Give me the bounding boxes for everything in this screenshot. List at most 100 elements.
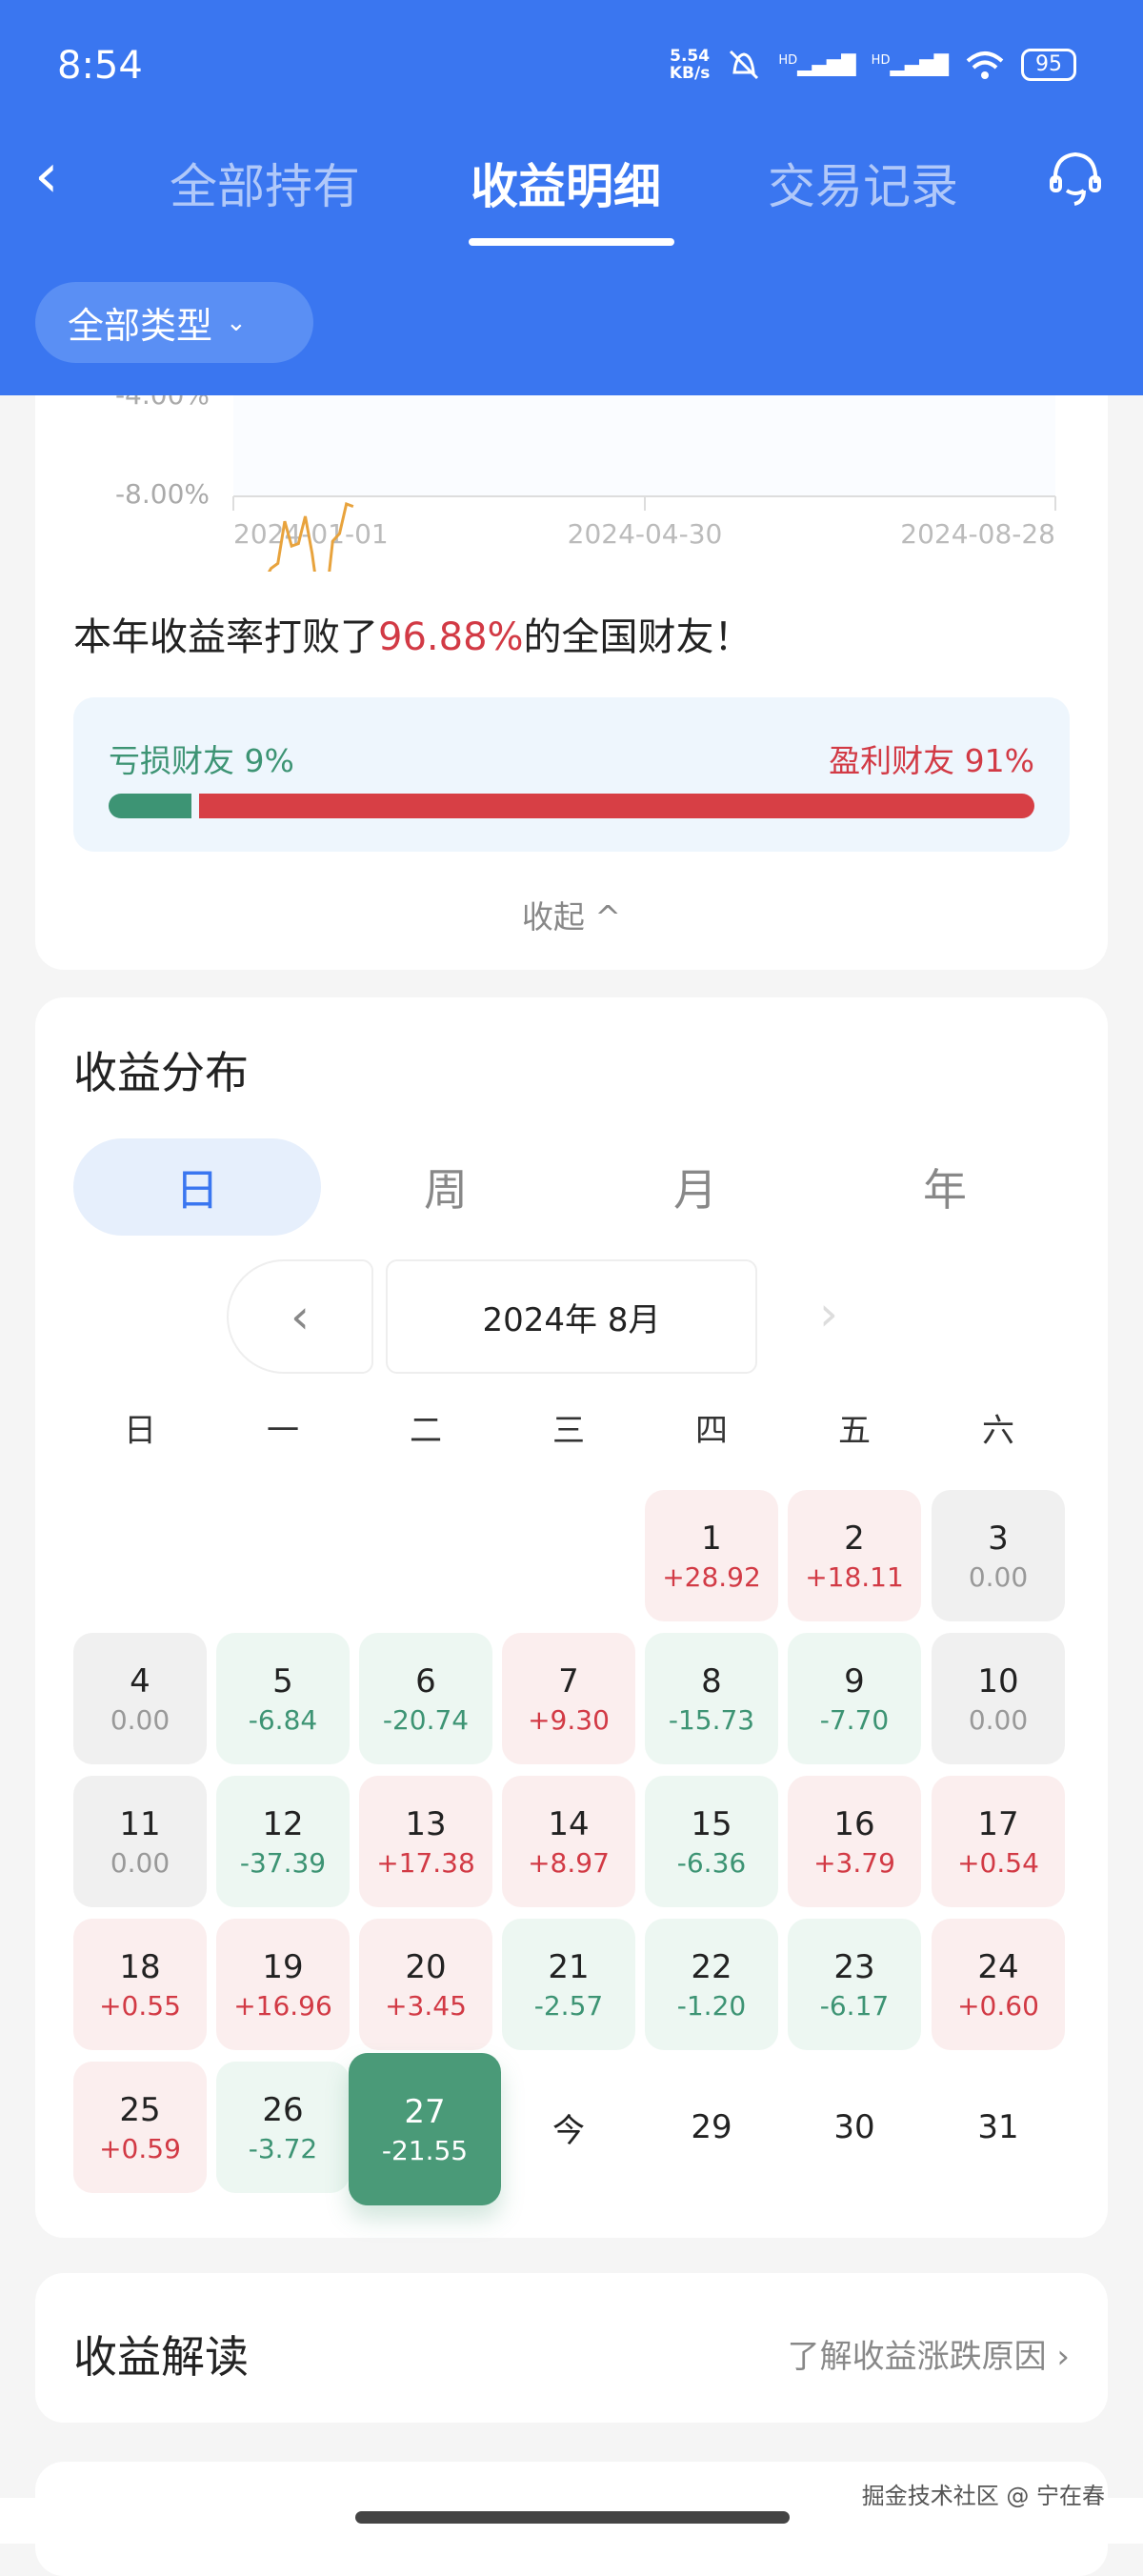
calendar-day[interactable]: 14 +8.97	[502, 1776, 635, 1907]
day-profit: +9.30	[528, 1703, 610, 1736]
day-profit: -7.70	[819, 1703, 890, 1736]
tab-day[interactable]: 日	[73, 1138, 321, 1236]
calendar-day[interactable]: 15 -6.36	[645, 1776, 778, 1907]
tab-week[interactable]: 周	[424, 1164, 468, 1216]
active-tab-indicator	[469, 238, 674, 246]
interpretation-link[interactable]: 了解收益涨跌原因 ›	[787, 2338, 1070, 2376]
tab-month[interactable]: 月	[673, 1164, 717, 1216]
day-number: 21	[548, 1947, 590, 1986]
calendar-day[interactable]: 17 +0.54	[932, 1776, 1065, 1907]
chevron-right-icon: ›	[819, 1286, 838, 1341]
back-button[interactable]: ‹	[34, 141, 59, 211]
calendar-day[interactable]: 13 +17.38	[359, 1776, 492, 1907]
chevron-down-icon: ⌄	[226, 308, 247, 337]
calendar-day[interactable]: 4 0.00	[73, 1633, 207, 1764]
calendar-day[interactable]: 10 0.00	[932, 1633, 1065, 1764]
calendar-day[interactable]: 24 +0.60	[932, 1919, 1065, 2050]
collapse-button[interactable]: 收起 ^	[521, 898, 622, 936]
calendar-day-selected[interactable]: 27 -21.55	[349, 2053, 501, 2205]
day-number: 6	[415, 1661, 436, 1701]
day-profit: 0.00	[968, 1560, 1029, 1593]
battery-icon: 95	[1021, 49, 1076, 81]
day-number: 20	[405, 1947, 447, 1986]
tab-holdings[interactable]: 全部持有	[170, 159, 360, 214]
day-profit: +0.55	[99, 1989, 181, 2022]
calendar-day[interactable]: 23 -6.17	[788, 1919, 921, 2050]
calendar-day[interactable]: 11 0.00	[73, 1776, 207, 1907]
weekday-label: 三	[552, 1412, 585, 1450]
day-number: 18	[119, 1947, 161, 1986]
calendar-day[interactable]: 26 -3.72	[216, 2062, 350, 2193]
day-profit: 0.00	[110, 1703, 170, 1736]
calendar-day[interactable]: 21 -2.57	[502, 1919, 635, 2050]
day-number: 9	[844, 1661, 865, 1701]
day-profit: +0.59	[99, 2132, 181, 2164]
calendar-day[interactable]: 20 +3.45	[359, 1919, 492, 2050]
calendar-day[interactable]: 30	[788, 2062, 921, 2193]
calendar-day[interactable]: 7 +9.30	[502, 1633, 635, 1764]
interpretation-card[interactable]	[35, 2273, 1108, 2423]
day-profit: 0.00	[968, 1703, 1029, 1736]
day-number: 今	[552, 2111, 585, 2150]
day-profit: +0.60	[957, 1989, 1039, 2022]
day-number: 13	[405, 1804, 447, 1843]
day-profit: +0.54	[957, 1846, 1039, 1879]
calendar-day[interactable]: 22 -1.20	[645, 1919, 778, 2050]
day-number: 23	[833, 1947, 875, 1986]
calendar-day[interactable]: 16 +3.79	[788, 1776, 921, 1907]
status-time: 8:54	[57, 44, 143, 88]
day-number: 15	[691, 1804, 732, 1843]
tab-transactions[interactable]: 交易记录	[768, 159, 958, 214]
day-number: 29	[691, 2108, 732, 2146]
profit-bar	[199, 794, 1034, 818]
day-profit: -20.74	[382, 1703, 470, 1736]
x-tick-label: 2024-08-28	[900, 518, 1055, 550]
loss-bar	[109, 794, 191, 818]
calendar-day[interactable]: 12 -37.39	[216, 1776, 350, 1907]
tab-earnings-detail[interactable]: 收益明细	[471, 159, 661, 214]
month-selector[interactable]: 2024年 8月	[386, 1259, 757, 1374]
tab-year[interactable]: 年	[923, 1164, 967, 1216]
calendar-day[interactable]: 5 -6.84	[216, 1633, 350, 1764]
day-number: 31	[977, 2108, 1019, 2146]
day-number: 5	[272, 1661, 293, 1701]
day-profit: +17.38	[376, 1846, 475, 1879]
wifi-icon	[966, 51, 1004, 79]
mute-bell-icon	[730, 50, 759, 80]
calendar-day[interactable]: 今	[502, 2062, 635, 2193]
calendar-day[interactable]: 18 +0.55	[73, 1919, 207, 2050]
calendar-day[interactable]: 2 +18.11	[788, 1490, 921, 1621]
calendar-day[interactable]: 9 -7.70	[788, 1633, 921, 1764]
home-indicator[interactable]	[355, 2511, 790, 2524]
weekday-label: 一	[267, 1412, 299, 1450]
calendar-day[interactable]: 29	[645, 2062, 778, 2193]
signal-icon: HD▂▄▆█	[778, 53, 856, 76]
day-profit: +3.45	[385, 1989, 467, 2022]
next-month-button[interactable]: ›	[819, 1286, 838, 1341]
day-profit: +28.92	[662, 1560, 761, 1593]
prev-month-button[interactable]: ‹	[227, 1259, 373, 1374]
calendar-day[interactable]: 1 +28.92	[645, 1490, 778, 1621]
calendar-day[interactable]: 6 -20.74	[359, 1633, 492, 1764]
day-profit: -37.39	[239, 1846, 327, 1879]
calendar-day[interactable]: 25 +0.59	[73, 2062, 207, 2193]
type-filter-dropdown[interactable]: 全部类型 ⌄	[35, 282, 313, 363]
day-profit: -6.84	[248, 1703, 318, 1736]
day-profit: +3.79	[813, 1846, 895, 1879]
calendar-day[interactable]: 3 0.00	[932, 1490, 1065, 1621]
weekday-label: 六	[982, 1412, 1014, 1450]
calendar-day[interactable]: 8 -15.73	[645, 1633, 778, 1764]
x-tick-label: 2024-04-30	[568, 518, 723, 550]
day-profit: -1.20	[676, 1989, 747, 2022]
section-title: 收益分布	[73, 1047, 249, 1098]
calendar-day[interactable]: 19 +16.96	[216, 1919, 350, 2050]
day-number: 24	[977, 1947, 1019, 1986]
day-number: 1	[701, 1519, 722, 1558]
calendar-day[interactable]: 31	[932, 2062, 1065, 2193]
day-number: 30	[833, 2108, 875, 2146]
weekday-label: 五	[838, 1412, 871, 1450]
day-number: 14	[548, 1804, 590, 1843]
day-number: 4	[130, 1661, 150, 1701]
signal-icon: HD▂▄▆█	[871, 53, 949, 76]
customer-service-icon[interactable]	[1046, 149, 1105, 208]
